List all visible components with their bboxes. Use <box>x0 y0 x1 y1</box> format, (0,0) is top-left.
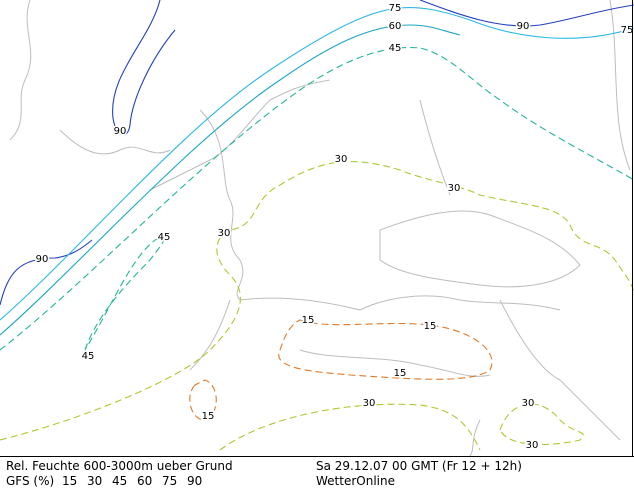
contour-line <box>0 239 93 306</box>
contour-label: 30 <box>218 228 231 239</box>
contour-line <box>278 319 493 380</box>
contour-label: 15 <box>202 411 215 422</box>
contour-label: 45 <box>82 351 95 362</box>
legend-level: 45 <box>112 474 127 488</box>
contour-line <box>0 24 461 336</box>
source: WetterOnline <box>316 474 395 488</box>
contour-label: 30 <box>335 154 348 165</box>
valid-time: Sa 29.12.07 00 GMT (Fr 12 + 12h) <box>316 459 522 473</box>
contours <box>0 0 634 451</box>
contour-label: 90 <box>517 21 530 32</box>
contour-label: 90 <box>114 126 127 137</box>
contour-label: 75 <box>621 25 634 36</box>
coastline <box>9 0 331 191</box>
contour-label: 30 <box>522 398 535 409</box>
legend-level: 75 <box>162 474 177 488</box>
contour-line <box>189 379 217 421</box>
country-border <box>199 109 581 311</box>
contour-label: 30 <box>448 183 461 194</box>
contour-line <box>0 161 634 441</box>
contour-label: 30 <box>526 440 539 451</box>
model-label: GFS (%) <box>6 474 54 488</box>
product-title: Rel. Feuchte 600-3000m ueber Grund <box>6 459 233 473</box>
legend-level: 15 <box>62 474 77 488</box>
contour-label: 15 <box>394 368 407 379</box>
legend: 15 30 45 60 75 90 <box>62 474 202 488</box>
legend-level: 90 <box>187 474 202 488</box>
legend-level: 30 <box>87 474 102 488</box>
contour-label: 60 <box>389 21 402 32</box>
contour-label: 45 <box>158 232 171 243</box>
contour-line <box>219 403 481 451</box>
legend-level: 60 <box>137 474 152 488</box>
geography <box>9 0 631 457</box>
contour-label: 30 <box>363 398 376 409</box>
contour-labels: 75 60 45 90 75 90 90 45 45 30 30 30 30 3… <box>34 2 634 453</box>
country-border <box>189 0 631 457</box>
contour-label: 15 <box>302 315 315 326</box>
contour-line <box>112 0 176 136</box>
contour-label: 15 <box>424 321 437 332</box>
contour-label: 45 <box>389 43 402 54</box>
contour-line <box>419 0 634 27</box>
contour-label: 75 <box>389 3 402 14</box>
contour-line <box>84 237 165 351</box>
contour-label: 90 <box>36 254 49 265</box>
contour-line <box>499 403 584 445</box>
contour-line <box>0 46 634 351</box>
contour-line <box>0 7 634 321</box>
